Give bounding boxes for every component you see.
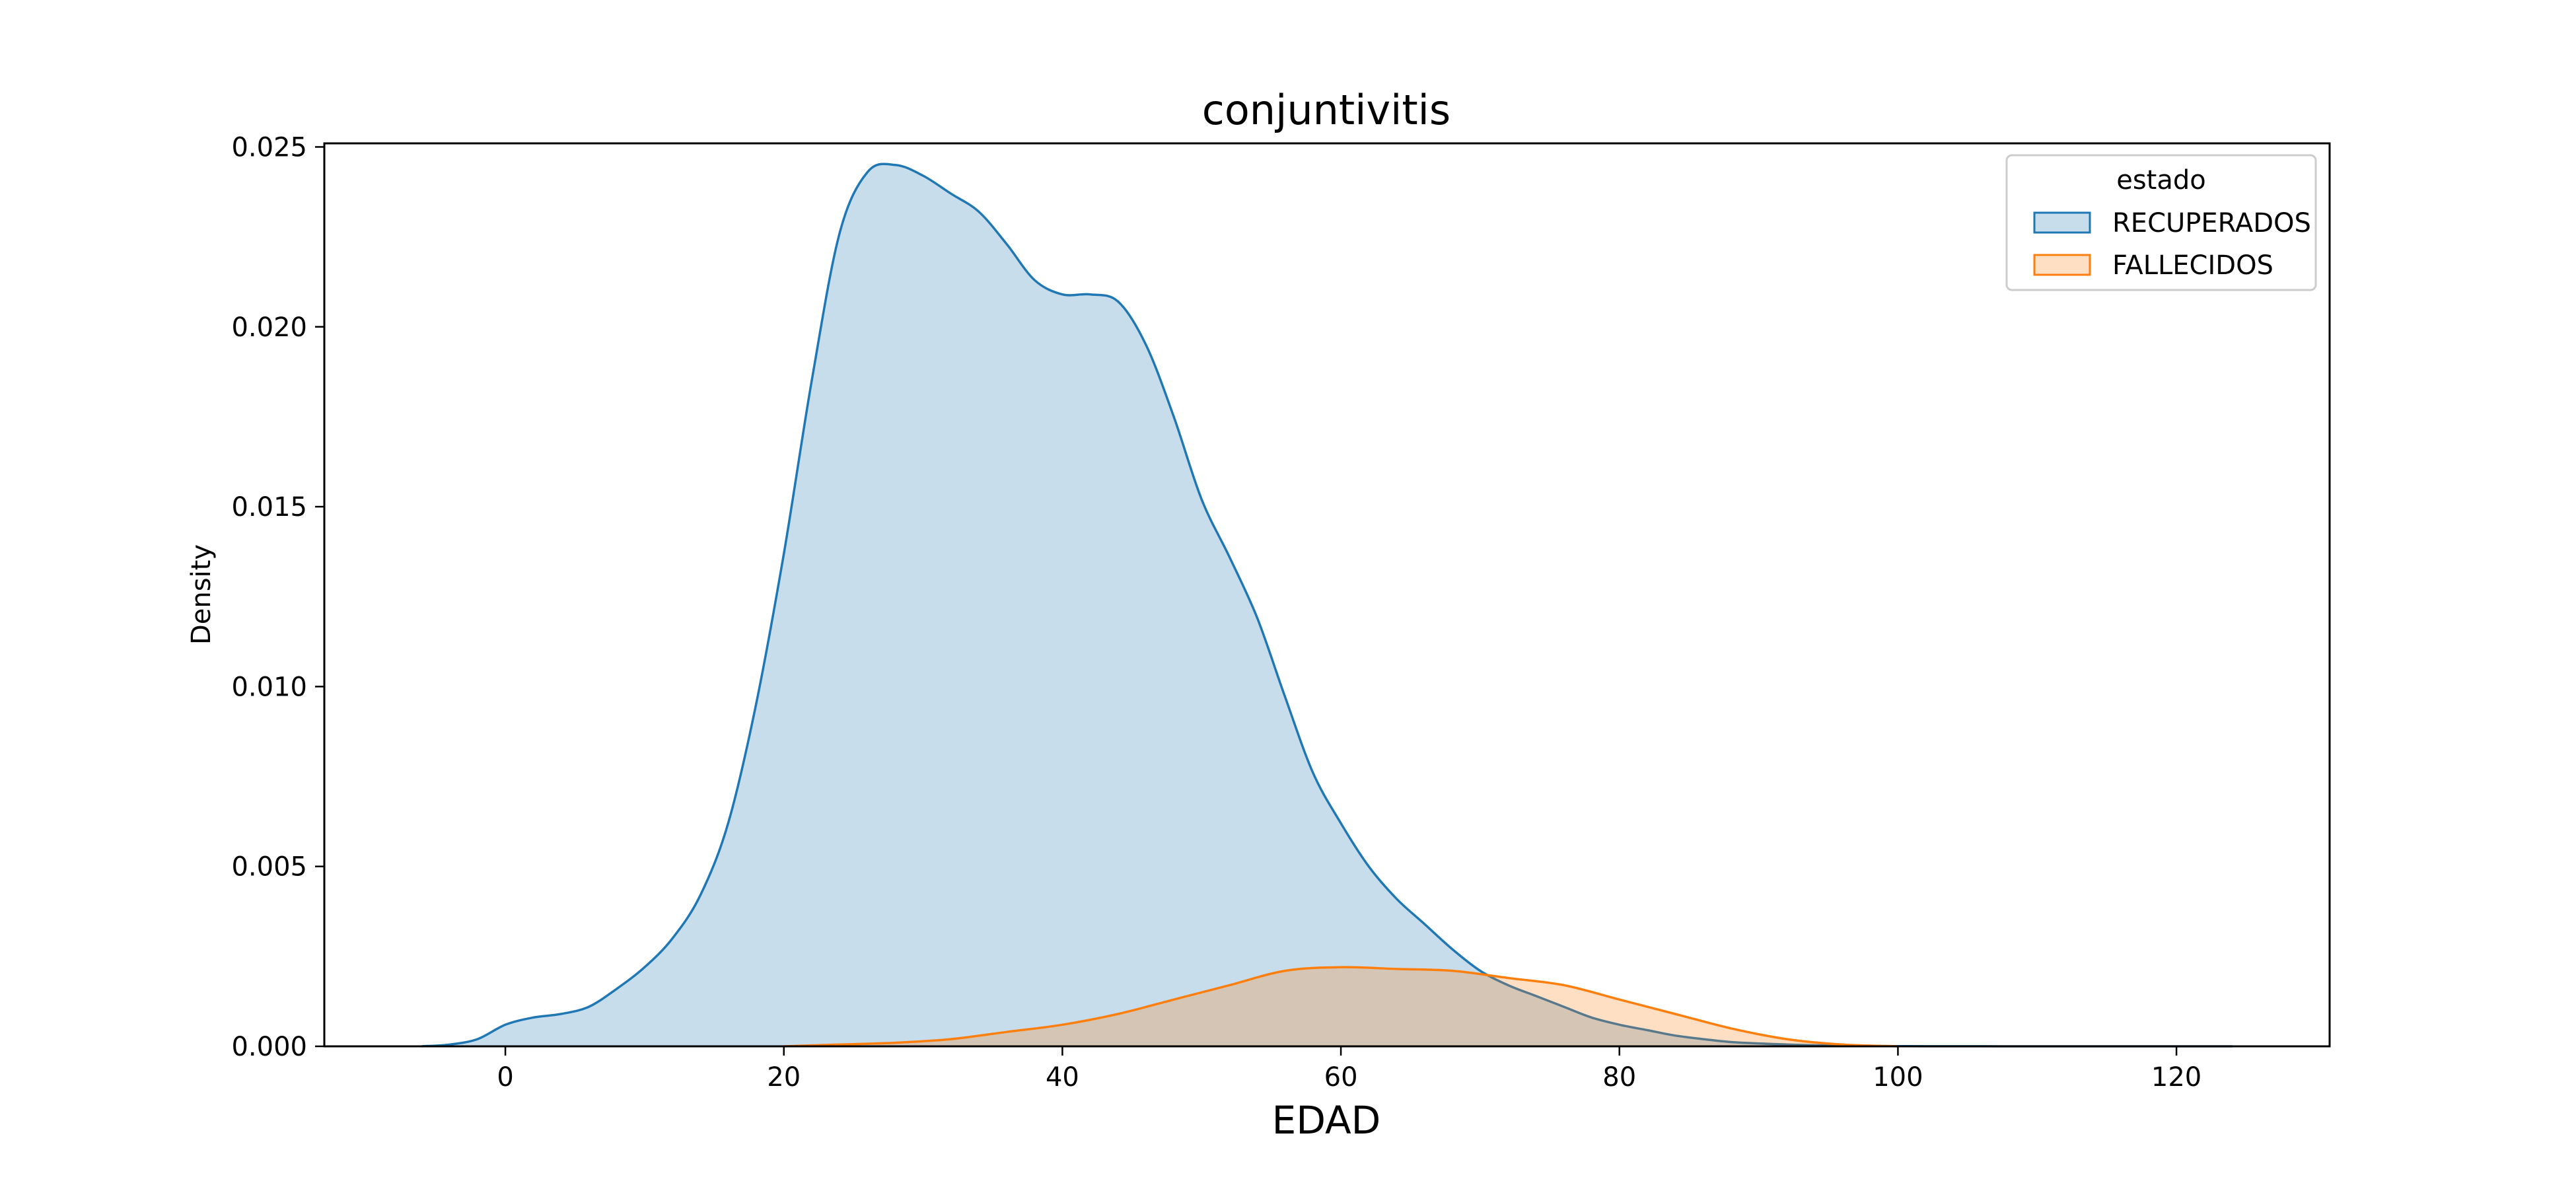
legend-swatch <box>2033 211 2091 234</box>
y-tick-label: 0.015 <box>231 492 307 522</box>
x-tick-label: 40 <box>1046 1062 1079 1093</box>
x-axis-label: EDAD <box>1272 1098 1381 1143</box>
series-line-fallecidos <box>783 966 1898 1048</box>
x-tick-label: 120 <box>2151 1062 2201 1093</box>
y-tick-label: 0.020 <box>231 312 307 343</box>
series-line-recuperados <box>421 162 2233 1048</box>
x-tick-label: 80 <box>1602 1062 1636 1093</box>
series-area-recuperados <box>421 164 2233 1047</box>
legend-title: estado <box>2116 165 2206 196</box>
y-tick-label: 0.010 <box>231 672 307 702</box>
series-area-fallecidos <box>783 967 1898 1046</box>
y-axis-label: Density <box>186 544 217 645</box>
series-layer <box>421 162 2233 1048</box>
legend-item: FALLECIDOS <box>2033 250 2273 281</box>
x-tick-label: 20 <box>767 1062 801 1093</box>
legend: estado RECUPERADOS FALLECIDOS <box>2005 154 2317 291</box>
y-tick-label: 0.005 <box>231 852 307 883</box>
legend-label: FALLECIDOS <box>2112 250 2273 281</box>
x-tick-label: 100 <box>1873 1062 1923 1093</box>
legend-entries: RECUPERADOS FALLECIDOS <box>2033 208 2311 281</box>
x-axis: 0 20 40 60 80 100 120 <box>497 1046 2201 1093</box>
x-tick-label: 0 <box>497 1062 513 1093</box>
y-axis: 0.000 0.005 0.010 0.015 0.020 0.025 <box>231 132 324 1062</box>
legend-item: RECUPERADOS <box>2033 208 2311 238</box>
plot-frame <box>323 142 2331 1048</box>
legend-swatch <box>2033 254 2091 276</box>
legend-label: RECUPERADOS <box>2112 208 2311 238</box>
chart-title: conjuntivitis <box>1202 86 1450 134</box>
legend-box <box>2005 154 2317 291</box>
x-tick-label: 60 <box>1324 1062 1358 1093</box>
y-tick-label: 0.000 <box>231 1032 307 1062</box>
y-tick-label: 0.025 <box>231 132 307 162</box>
